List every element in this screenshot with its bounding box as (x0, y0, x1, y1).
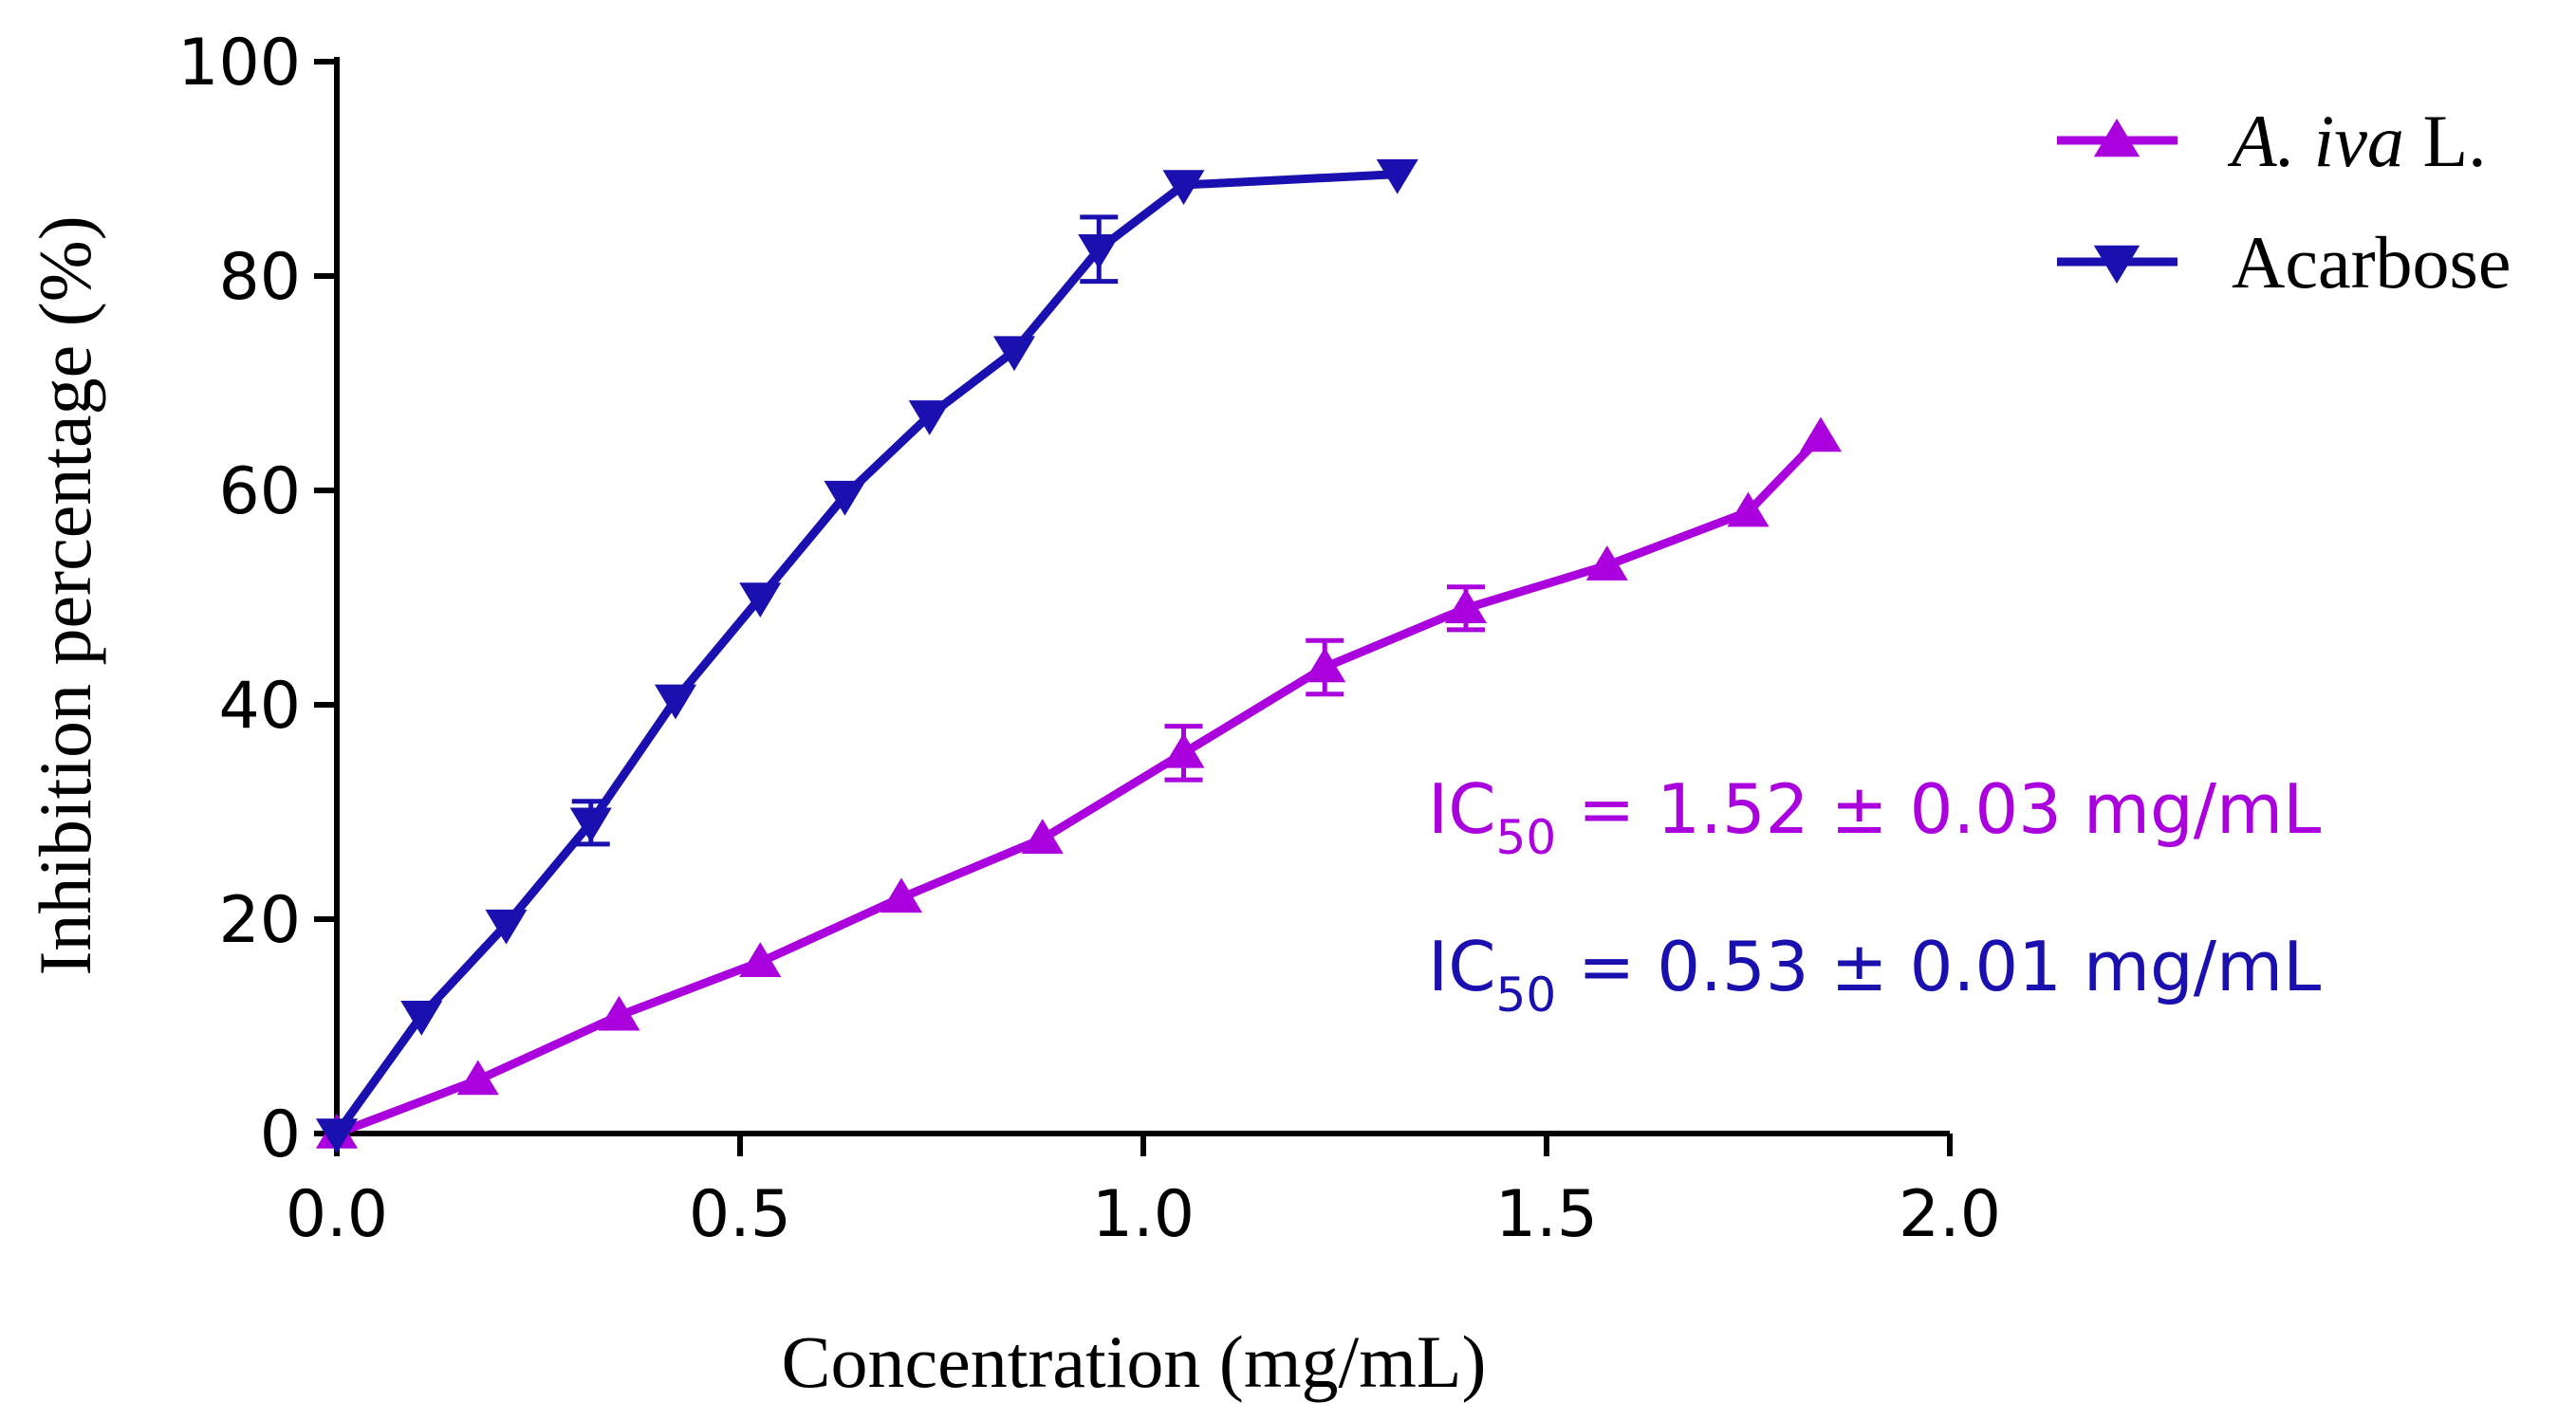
ic50-subscript: 50 (1496, 968, 1557, 1023)
x-tick-label: 0.0 (286, 1177, 388, 1252)
y-axis-title: Inhibition percentage (%) (24, 215, 106, 975)
data-point (485, 909, 528, 945)
legend-label-italic: A. iva (2227, 100, 2404, 182)
data-point (880, 877, 923, 913)
data-point (1585, 545, 1628, 581)
data-point (654, 684, 697, 720)
ic50-prefix: IC (1428, 769, 1496, 849)
data-point (569, 807, 612, 843)
series-acarbose (315, 158, 1418, 1153)
x-tick-label: 1.5 (1495, 1177, 1598, 1252)
data-point (598, 995, 640, 1031)
ic50-label: IC50 = 0.53 ± 0.01 mg/mL (1428, 927, 2321, 1023)
data-point (992, 336, 1036, 372)
legend: A. iva L. Acarbose (2057, 100, 2511, 304)
x-tick-label: 0.5 (689, 1177, 791, 1252)
data-point (1376, 158, 1418, 194)
legend-label-text: Acarbose (2232, 221, 2511, 304)
ic50-label: IC50 = 1.52 ± 0.03 mg/mL (1428, 769, 2321, 865)
ic50-subscript: 50 (1496, 810, 1557, 865)
x-tick-label: 2.0 (1899, 1177, 2001, 1252)
legend-label: Acarbose (2232, 221, 2511, 304)
ic50-value: = 1.52 ± 0.03 mg/mL (1556, 769, 2321, 849)
x-axis-title: Concentration (mg/mL) (782, 1320, 1487, 1403)
data-point (315, 1118, 359, 1153)
data-point (1727, 491, 1770, 527)
legend-label-text: L. (2404, 100, 2487, 182)
y-tick-label: 40 (218, 669, 301, 744)
data-point (1162, 732, 1205, 768)
data-point (1304, 647, 1346, 683)
axes: 0 20 40 60 80 100 0.0 0.5 1.0 1.5 2.0 (177, 26, 2001, 1252)
data-point (1444, 588, 1488, 624)
y-tick-label: 60 (218, 454, 301, 529)
data-point (400, 1000, 443, 1036)
x-tick-label: 1.0 (1092, 1177, 1195, 1252)
series-line (335, 433, 1825, 1138)
legend-item: Acarbose (2057, 221, 2511, 304)
series-a-iva-l (315, 416, 1843, 1149)
data-point (1021, 819, 1064, 854)
data-point (1162, 170, 1205, 205)
legend-label: A. iva L. (2227, 100, 2487, 182)
ic50-prefix: IC (1428, 927, 1496, 1006)
series-line (333, 170, 1398, 1136)
legend-item: A. iva L. (2057, 100, 2487, 182)
y-tick-label: 80 (218, 240, 301, 315)
legend-marker (2093, 119, 2140, 157)
y-tick-label: 20 (218, 883, 301, 958)
data-point (1799, 416, 1843, 452)
y-tick-label: 100 (177, 26, 301, 101)
data-point (739, 942, 782, 977)
data-point (456, 1060, 499, 1096)
plot-area (315, 158, 1843, 1153)
data-point (908, 400, 951, 435)
ic50-value: = 0.53 ± 0.01 mg/mL (1556, 927, 2321, 1006)
y-tick-label: 0 (260, 1097, 301, 1172)
legend-marker (2093, 245, 2140, 284)
data-point (1078, 234, 1121, 269)
data-point (739, 582, 782, 618)
data-point (824, 480, 866, 516)
